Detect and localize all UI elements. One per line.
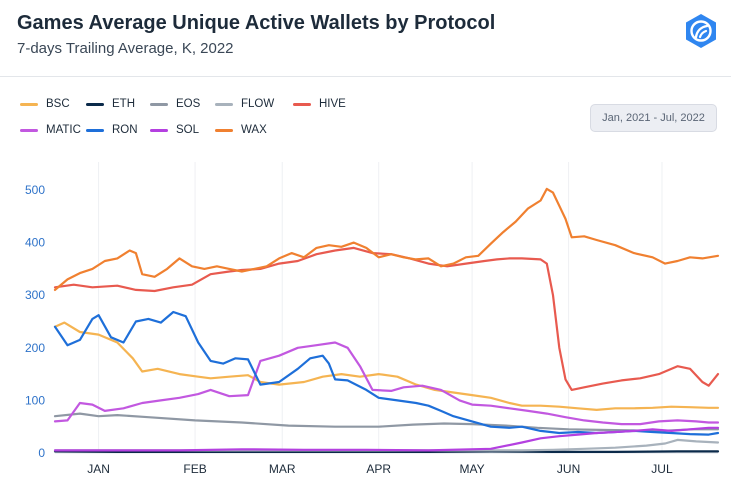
legend-label: BSC xyxy=(46,98,70,110)
legend-swatch xyxy=(86,102,104,106)
header-divider xyxy=(0,76,731,77)
x-tick-label: JUN xyxy=(557,462,580,476)
legend-swatch xyxy=(150,102,168,106)
legend-swatch xyxy=(86,128,104,132)
series-line-bsc[interactable] xyxy=(53,321,720,411)
legend-swatch xyxy=(215,128,233,132)
chart-subtitle: 7-days Trailing Average, K, 2022 xyxy=(17,40,234,57)
legend-item-ron[interactable]: RON xyxy=(86,124,138,136)
y-tick-label: 400 xyxy=(25,236,45,250)
series-line-eos[interactable] xyxy=(53,412,720,432)
legend-label: MATIC xyxy=(46,124,81,136)
legend-swatch xyxy=(150,128,168,132)
series-line-wax[interactable] xyxy=(53,187,720,291)
legend-item-sol[interactable]: SOL xyxy=(150,124,199,136)
x-tick-label: MAR xyxy=(269,462,296,476)
x-tick-label: MAY xyxy=(460,462,485,476)
legend-label: EOS xyxy=(176,98,201,110)
legend-item-eth[interactable]: ETH xyxy=(86,98,135,110)
footprint-analytics-logo-icon[interactable] xyxy=(683,13,719,49)
legend-item-matic[interactable]: MATIC xyxy=(20,124,81,136)
series-line-flow[interactable] xyxy=(53,438,720,452)
chart-title: Games Average Unique Active Wallets by P… xyxy=(17,12,496,34)
x-tick-label: JAN xyxy=(87,462,110,476)
legend-label: WAX xyxy=(241,124,267,136)
legend-swatch xyxy=(293,102,311,106)
x-tick-label: JUL xyxy=(651,462,673,476)
y-tick-label: 100 xyxy=(25,393,45,407)
series-line-ron[interactable] xyxy=(53,310,720,436)
y-tick-label: 0 xyxy=(38,446,45,460)
legend-item-eos[interactable]: EOS xyxy=(150,98,200,110)
series-line-sol[interactable] xyxy=(53,426,720,452)
date-range-button[interactable]: Jan, 2021 - Jul, 2022 xyxy=(590,104,717,132)
legend-item-bsc[interactable]: BSC xyxy=(20,98,70,110)
legend-label: RON xyxy=(112,124,138,136)
y-tick-label: 300 xyxy=(25,288,45,302)
legend-swatch xyxy=(20,128,38,132)
legend-label: FLOW xyxy=(241,98,275,110)
series-line-matic[interactable] xyxy=(53,341,720,426)
y-tick-label: 200 xyxy=(25,341,45,355)
legend-item-wax[interactable]: WAX xyxy=(215,124,267,136)
x-tick-label: APR xyxy=(366,462,391,476)
legend-label: HIVE xyxy=(319,98,346,110)
y-tick-label: 500 xyxy=(25,183,45,197)
legend-swatch xyxy=(215,102,233,106)
series-line-hive[interactable] xyxy=(53,246,720,391)
legend-label: ETH xyxy=(112,98,135,110)
series-line-eth[interactable] xyxy=(53,450,720,453)
x-tick-label: FEB xyxy=(183,462,206,476)
legend-swatch xyxy=(20,102,38,106)
legend-label: SOL xyxy=(176,124,200,136)
legend-item-flow[interactable]: FLOW xyxy=(215,98,274,110)
legend-item-hive[interactable]: HIVE xyxy=(293,98,346,110)
